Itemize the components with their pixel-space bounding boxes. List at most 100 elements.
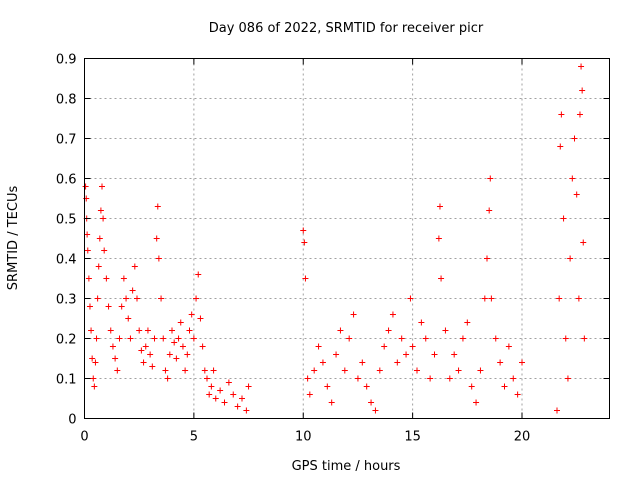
y-tick-label: 0.8 xyxy=(56,93,77,108)
data-point xyxy=(302,275,309,282)
data-point xyxy=(101,247,108,254)
data-point xyxy=(306,391,313,398)
data-point xyxy=(125,315,132,322)
data-point xyxy=(184,351,191,358)
x-tick-label: 10 xyxy=(295,430,312,445)
data-point xyxy=(311,367,318,374)
data-point xyxy=(173,355,180,362)
data-point xyxy=(363,383,370,390)
data-point xyxy=(446,375,453,382)
data-point xyxy=(84,231,91,238)
data-point xyxy=(403,351,410,358)
data-point xyxy=(315,343,322,350)
data-point xyxy=(154,203,161,210)
x-axis-label: GPS time / hours xyxy=(292,459,401,474)
data-point xyxy=(166,351,173,358)
data-point xyxy=(573,191,580,198)
data-point xyxy=(581,335,588,342)
data-point xyxy=(153,235,160,242)
data-point xyxy=(481,295,488,302)
data-point xyxy=(301,239,308,246)
data-point xyxy=(230,391,237,398)
data-point xyxy=(158,295,165,302)
data-point xyxy=(243,407,250,414)
data-point xyxy=(86,303,93,310)
data-point xyxy=(151,335,158,342)
x-tick-label: 15 xyxy=(404,430,421,445)
data-point xyxy=(120,275,127,282)
data-point xyxy=(567,255,574,262)
data-point xyxy=(571,135,578,142)
data-point xyxy=(127,335,134,342)
data-point xyxy=(435,235,442,242)
data-point xyxy=(359,359,366,366)
data-point xyxy=(112,355,119,362)
data-point xyxy=(368,399,375,406)
data-point xyxy=(473,399,480,406)
data-point xyxy=(354,375,361,382)
data-point xyxy=(190,335,197,342)
data-point xyxy=(91,383,98,390)
data-point xyxy=(407,295,414,302)
data-point xyxy=(245,383,252,390)
data-points xyxy=(82,63,588,414)
data-point xyxy=(497,359,504,366)
data-point xyxy=(492,335,499,342)
data-point xyxy=(225,379,232,386)
data-point xyxy=(105,303,112,310)
x-tick-label: 0 xyxy=(80,430,88,445)
data-point xyxy=(564,375,571,382)
data-point xyxy=(84,247,91,254)
data-point xyxy=(138,347,145,354)
data-point xyxy=(92,359,99,366)
x-tick-label: 20 xyxy=(514,430,531,445)
data-point xyxy=(333,351,340,358)
data-point xyxy=(131,263,138,270)
data-point xyxy=(199,343,206,350)
data-point xyxy=(197,315,204,322)
data-point xyxy=(97,207,104,214)
data-point xyxy=(464,319,471,326)
data-point xyxy=(422,335,429,342)
data-point xyxy=(304,375,311,382)
data-point xyxy=(451,351,458,358)
data-point xyxy=(337,327,344,334)
data-point xyxy=(576,111,583,118)
data-point xyxy=(116,335,123,342)
data-point xyxy=(175,335,182,342)
data-point xyxy=(398,335,405,342)
data-point xyxy=(186,327,193,334)
y-tick-label: 0.5 xyxy=(56,213,77,228)
data-point xyxy=(234,403,241,410)
x-tick-label: 5 xyxy=(190,430,198,445)
data-point xyxy=(486,207,493,214)
data-point xyxy=(147,351,154,358)
data-point xyxy=(501,383,508,390)
data-point xyxy=(442,327,449,334)
data-point xyxy=(350,311,357,318)
data-point xyxy=(389,311,396,318)
data-point xyxy=(519,359,525,366)
data-point xyxy=(385,327,392,334)
data-point xyxy=(210,367,217,374)
data-point xyxy=(381,343,388,350)
data-point xyxy=(85,275,92,282)
data-point xyxy=(107,327,114,334)
chart-title: Day 086 of 2022, SRMTID for receiver pic… xyxy=(209,21,484,36)
data-point xyxy=(427,375,434,382)
y-tick-label: 0.1 xyxy=(56,373,77,388)
data-point xyxy=(95,263,102,270)
data-point xyxy=(239,395,245,402)
data-point xyxy=(414,367,420,374)
data-point xyxy=(557,143,564,150)
data-point xyxy=(90,375,97,382)
data-point xyxy=(438,275,445,282)
data-point xyxy=(580,239,587,246)
x-tick-labels: 0 5 10 15 20 xyxy=(80,430,530,445)
data-point xyxy=(155,255,162,262)
data-point xyxy=(372,407,379,414)
data-point xyxy=(123,295,130,302)
data-point xyxy=(468,383,475,390)
data-point xyxy=(324,383,331,390)
